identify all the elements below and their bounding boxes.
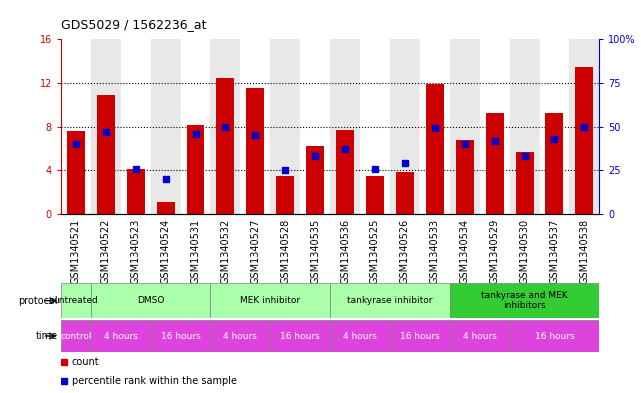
Bar [127, 169, 145, 214]
Bar [515, 152, 533, 214]
Text: MEK inhibitor: MEK inhibitor [240, 296, 301, 305]
Bar [569, 39, 599, 214]
Bar [156, 202, 174, 214]
Bar [151, 320, 210, 352]
Bar [450, 39, 479, 214]
Bar [545, 112, 563, 214]
Bar [390, 320, 450, 352]
Bar [210, 39, 240, 214]
Bar [210, 320, 271, 352]
Text: DMSO: DMSO [137, 296, 164, 305]
Bar [91, 283, 210, 318]
Text: control: control [60, 332, 92, 340]
Bar [330, 320, 390, 352]
Bar [426, 84, 444, 214]
Bar [61, 320, 91, 352]
Bar [450, 283, 599, 318]
Text: count: count [72, 357, 99, 367]
Bar [450, 320, 510, 352]
Text: 4 hours: 4 hours [104, 332, 138, 340]
Text: tankyrase inhibitor: tankyrase inhibitor [347, 296, 433, 305]
Bar [300, 39, 330, 214]
Bar [540, 39, 569, 214]
Bar [91, 39, 121, 214]
Bar [510, 39, 540, 214]
Bar [456, 140, 474, 214]
Bar [479, 39, 510, 214]
Bar [97, 95, 115, 214]
Bar [271, 39, 300, 214]
Bar [330, 283, 450, 318]
Bar [217, 77, 235, 214]
Bar [510, 320, 599, 352]
Bar [61, 283, 91, 318]
Text: 16 hours: 16 hours [400, 332, 440, 340]
Bar [91, 320, 151, 352]
Bar [271, 320, 330, 352]
Bar [396, 172, 414, 214]
Bar [276, 176, 294, 214]
Text: percentile rank within the sample: percentile rank within the sample [72, 376, 237, 386]
Bar [420, 39, 450, 214]
Bar [366, 176, 384, 214]
Text: untreated: untreated [53, 296, 98, 305]
Bar [240, 39, 271, 214]
Text: tankyrase and MEK
inhibitors: tankyrase and MEK inhibitors [481, 291, 568, 310]
Bar [187, 125, 204, 214]
Bar [486, 112, 504, 214]
Text: protocol: protocol [18, 296, 58, 306]
Text: 4 hours: 4 hours [463, 332, 497, 340]
Bar [306, 147, 324, 214]
Bar [67, 131, 85, 214]
Bar [61, 39, 91, 214]
Bar [390, 39, 420, 214]
Bar [336, 130, 354, 214]
Bar [210, 283, 330, 318]
Text: 16 hours: 16 hours [535, 332, 574, 340]
Bar [246, 88, 264, 214]
Bar [360, 39, 390, 214]
Bar [576, 67, 594, 214]
Bar [181, 39, 210, 214]
Text: 4 hours: 4 hours [343, 332, 377, 340]
Text: 16 hours: 16 hours [161, 332, 201, 340]
Text: 4 hours: 4 hours [224, 332, 257, 340]
Bar [330, 39, 360, 214]
Text: GDS5029 / 1562236_at: GDS5029 / 1562236_at [61, 18, 206, 31]
Text: 16 hours: 16 hours [280, 332, 320, 340]
Bar [151, 39, 181, 214]
Bar [121, 39, 151, 214]
Text: time: time [35, 331, 58, 341]
